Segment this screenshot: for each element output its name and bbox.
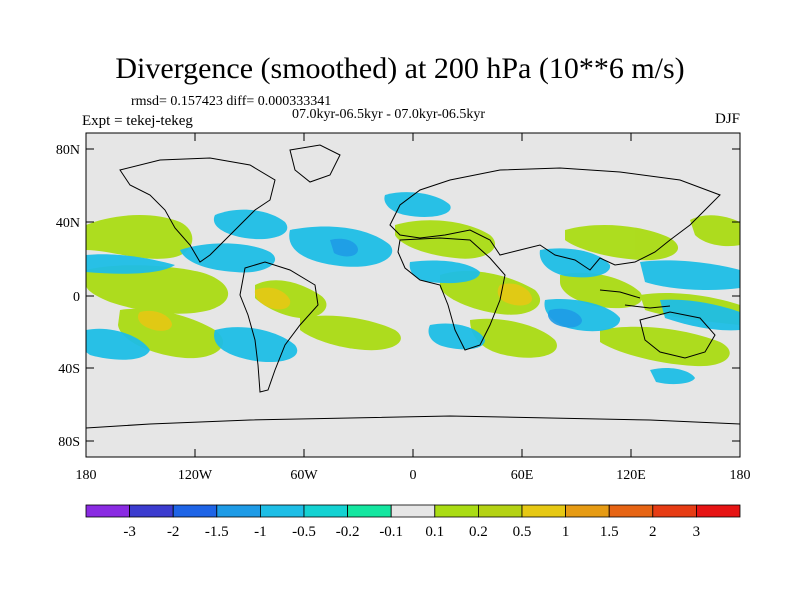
field-blob — [86, 254, 175, 274]
lon-label: 0 — [410, 468, 417, 483]
longitude-axis: 180 120W 60W 0 60E 120E 180 — [76, 133, 751, 483]
field-blob — [138, 310, 172, 331]
colorbar-box — [652, 504, 697, 518]
colorbar-label: -2 — [167, 524, 180, 540]
colorbar-label: -0.5 — [292, 524, 316, 540]
lon-label: 60W — [290, 468, 318, 483]
lat-label: 40N — [56, 216, 80, 231]
season-label: DJF — [714, 111, 740, 127]
colorbar-boxes — [85, 504, 741, 518]
colorbar-label: 1.5 — [600, 524, 619, 540]
field-blob — [547, 308, 582, 328]
latitude-axis: 80N 40N 0 40S 80S — [56, 143, 740, 450]
coastline-australia — [639, 311, 716, 359]
colorbar-box — [608, 504, 654, 518]
period-label: 07.0kyr-06.5kyr - 07.0kyr-06.5kyr — [292, 107, 486, 122]
colorbar-box — [216, 504, 261, 518]
field-blob — [690, 215, 740, 247]
colorbar-box — [521, 504, 566, 518]
field-blob — [86, 214, 193, 259]
colorbar-box — [434, 504, 479, 518]
field-blob — [470, 318, 557, 358]
colorbar-label: -0.1 — [379, 524, 403, 540]
coastline-antarctica — [86, 415, 740, 429]
field-blob — [600, 326, 730, 367]
lon-label: 60E — [511, 468, 534, 483]
field-blob — [660, 299, 740, 331]
colorbar-label: -1.5 — [205, 524, 229, 540]
colorbar-label: 2 — [649, 524, 657, 540]
field-blob — [384, 192, 451, 217]
colorbar-label: 0.2 — [469, 524, 488, 540]
colorbar-label: 1 — [562, 524, 570, 540]
colorbar-box — [696, 504, 741, 518]
field-blob — [565, 224, 679, 261]
colorbar-label: 0.5 — [513, 524, 532, 540]
experiment-label: Expt = tekej-tekeg — [82, 113, 193, 129]
coastline-north-america — [119, 157, 276, 263]
lat-label: 0 — [73, 290, 80, 305]
colorbar-label: 0.1 — [425, 524, 444, 540]
colorbar-box — [259, 504, 305, 518]
colorbar-box — [347, 504, 392, 518]
coastlines — [86, 144, 740, 429]
coastline-greenland — [289, 144, 341, 183]
lat-label: 80N — [56, 143, 80, 158]
lon-label: 180 — [76, 468, 97, 483]
coastline-africa — [397, 237, 506, 351]
colorbar-box — [172, 504, 218, 518]
field-blob — [409, 260, 480, 284]
field-blob — [300, 315, 401, 351]
coastline-indonesia — [599, 289, 671, 309]
colorbar-label: 3 — [693, 524, 701, 540]
colorbar-label: -1 — [254, 524, 267, 540]
divergence-field — [86, 144, 740, 429]
colorbar-label: -3 — [123, 524, 136, 540]
field-blob — [86, 265, 229, 314]
colorbar-box — [85, 504, 130, 518]
colorbar-labels: -3 -2 -1.5 -1 -0.5 -0.2 -0.1 0.1 0.2 0.5 1 1.5 2 3 — [123, 524, 700, 540]
field-blob — [640, 260, 740, 290]
lon-label: 120W — [178, 468, 213, 483]
field-blob — [254, 287, 291, 310]
colorbar-box — [129, 504, 174, 518]
coastline-south-america — [239, 261, 319, 393]
lat-label: 80S — [58, 435, 80, 450]
field-blob — [650, 367, 695, 385]
field-blob — [497, 283, 533, 306]
field-blob — [330, 238, 358, 257]
field-blob — [86, 328, 150, 360]
field-blob — [213, 209, 288, 240]
rmsd-diff-stats: rmsd= 0.157423 diff= 0.000333341 — [131, 94, 332, 109]
lat-label: 40S — [58, 362, 80, 377]
colorbar-label: -0.2 — [336, 524, 360, 540]
plot-title: Divergence (smoothed) at 200 hPa (10**6 … — [115, 52, 685, 85]
lon-label: 120E — [616, 468, 646, 483]
field-blob — [180, 243, 276, 273]
field-blob — [428, 323, 485, 350]
colorbar-box — [303, 504, 348, 518]
coastline-europe-asia — [389, 167, 721, 271]
lon-label: 180 — [730, 468, 751, 483]
colorbar-box — [390, 504, 436, 518]
colorbar-box — [477, 504, 523, 518]
colorbar-box — [565, 504, 610, 518]
